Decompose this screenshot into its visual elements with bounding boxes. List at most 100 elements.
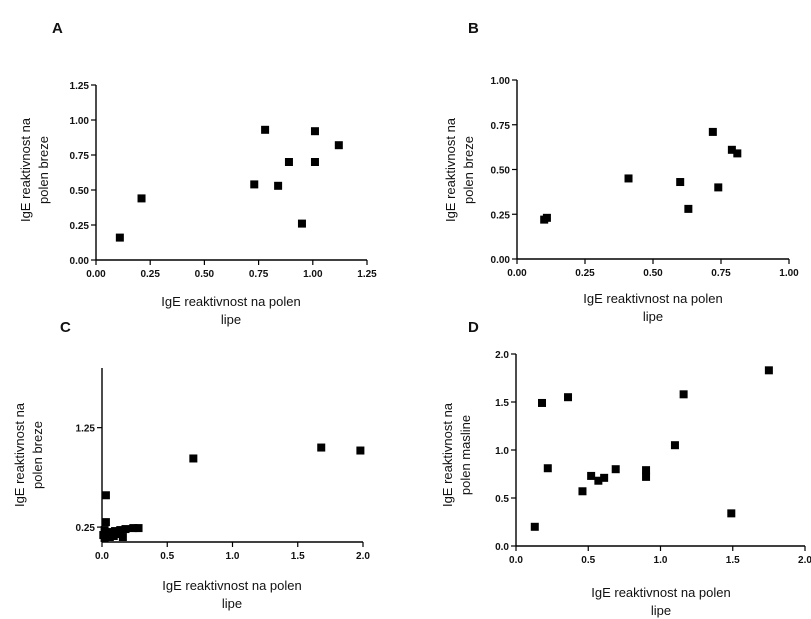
panel-d-letter: D <box>468 319 479 336</box>
panel-b-data-point <box>714 183 723 192</box>
panel-a-x-axis-label-line-2: lipe <box>221 312 241 327</box>
panel-b-y-tick-label: 0.00 <box>491 255 511 266</box>
panel-b-letter: B <box>468 20 479 37</box>
panel-d-data-point <box>594 476 603 485</box>
panel-b: B 0.00 0.25 0.50 0.75 1.00 0.00 0.25 0.50 0.75 1.… <box>443 20 799 324</box>
panel-d-y-axis-label-line-2: polen masline <box>458 415 473 495</box>
panel-d-x-axis-label-line-2: lipe <box>651 603 671 618</box>
panel-d-data-point <box>727 509 736 518</box>
panel-a-x-axis-label-line-1: IgE reaktivnost na polen <box>161 294 300 309</box>
panel-d-data-point <box>764 366 773 375</box>
panel-a-x-tick-label: 1.25 <box>357 269 377 280</box>
panel-c-x-tick-label: 1.0 <box>226 551 240 562</box>
panel-b-x-tick-label: 0.75 <box>711 268 731 279</box>
panel-d-y-tick-label: 1.0 <box>495 446 509 457</box>
panel-a-y-axis-label-line-2: polen breze <box>36 136 51 204</box>
panel-c: C 0.0 0.5 1.0 1.5 2.0 0.25 1.25 IgE reaktivnos… <box>12 319 370 611</box>
panel-b-x-axis-label-line-2: lipe <box>643 309 663 324</box>
panel-d-data-point <box>530 522 539 531</box>
panel-d-x-tick-label: 0.0 <box>509 555 523 566</box>
panel-b-y-tick-label: 0.25 <box>491 210 511 221</box>
panel-c-data-point <box>356 446 365 455</box>
panel-d-data-point <box>600 473 609 482</box>
panel-d-x-tick-label: 0.5 <box>581 555 595 566</box>
panel-d-y-axis-label-line-1: IgE reaktivnost na <box>440 402 455 507</box>
panel-c-y-tick-label: 0.25 <box>76 523 96 534</box>
panel-c-data-point <box>101 518 110 527</box>
panel-c-x-tick-label: 0.0 <box>95 551 109 562</box>
panel-b-x-tick-label: 0.00 <box>507 268 527 279</box>
panel-a-y-tick-label: 0.75 <box>70 151 90 162</box>
panel-b-x-axis-label-line-1: IgE reaktivnost na polen <box>583 291 722 306</box>
panel-a: A 0.00 0.25 0.50 0.75 1.00 1.250.000.250.500.… <box>18 20 377 327</box>
panel-a-data-point <box>334 141 343 150</box>
panel-d-data-point <box>587 471 596 480</box>
panel-a-y-tick-label: 1.00 <box>70 116 90 127</box>
panel-b-y-axis-label-line-2: polen breze <box>461 136 476 204</box>
panel-b-data-point <box>542 213 551 222</box>
panel-c-data-point <box>101 491 110 500</box>
panel-c-letter: C <box>60 319 71 336</box>
panel-a-y-tick-label: 0.50 <box>70 186 90 197</box>
panel-a-data-point <box>284 158 293 166</box>
panel-a-y-axis-label-line-1: IgE reaktivnost na <box>18 117 33 222</box>
panel-d: D 0.0 0.5 1.0 1.5 2.0 0.0 0.5 1.0 1.5 2.0 IgE rea… <box>440 319 811 618</box>
panel-a-y-tick-label: 1.25 <box>70 81 90 92</box>
panel-a-data-point <box>310 127 319 136</box>
panel-b-y-tick-label: 0.50 <box>491 166 511 177</box>
panel-a-data-point <box>310 158 319 166</box>
panel-c-data-point <box>317 443 326 452</box>
panel-d-x-tick-label: 1.0 <box>654 555 668 566</box>
panel-a-x-tick-label: 0.00 <box>86 269 106 280</box>
panel-d-data-point <box>642 466 651 475</box>
panel-c-data-point <box>116 526 125 535</box>
panel-a-data-point <box>115 233 124 242</box>
panel-a-y-tick-label: 0.25 <box>70 221 90 232</box>
panel-b-data-point <box>676 178 685 187</box>
panel-c-x-tick-label: 0.5 <box>160 551 174 562</box>
panel-b-x-tick-label: 0.50 <box>643 268 663 279</box>
panel-c-data-point <box>129 524 138 533</box>
panel-c-y-tick-label: 1.25 <box>76 424 96 435</box>
panel-a-data-point <box>137 194 146 203</box>
panel-a-data-point <box>297 219 306 228</box>
panel-b-x-tick-label: 0.25 <box>575 268 595 279</box>
panel-a-x-tick-label: 0.75 <box>249 269 269 280</box>
panel-b-y-axis-label-line-1: IgE reaktivnost na <box>443 117 458 222</box>
panel-b-data-point <box>684 204 693 213</box>
panel-b-data-point <box>708 127 717 136</box>
panel-d-y-tick-label: 2.0 <box>495 350 509 361</box>
panel-d-data-point <box>679 390 688 399</box>
panel-a-x-tick-label: 1.00 <box>303 269 323 280</box>
panel-b-data-point <box>733 149 742 158</box>
panel-c-x-axis-label-line-2: lipe <box>222 596 242 611</box>
panel-a-x-tick-label: 0.50 <box>195 269 215 280</box>
panel-d-x-axis-label-line-1: IgE reaktivnost na polen <box>591 585 730 600</box>
panel-d-data-point <box>538 398 547 407</box>
panel-d-y-tick-label: 0.5 <box>495 494 509 505</box>
panel-d-data-point <box>564 393 573 402</box>
panel-d-data-point <box>543 464 552 473</box>
panel-b-y-tick-label: 0.75 <box>491 121 511 132</box>
panel-d-data-point <box>611 465 620 474</box>
panel-a-y-tick-label: 0.00 <box>70 256 90 267</box>
panel-c-data-point <box>118 533 127 542</box>
panel-d-data-point <box>642 472 651 481</box>
panel-d-plot: 0.0 0.5 1.0 1.5 2.0 0.0 0.5 1.0 1.5 2.0 <box>495 350 811 566</box>
panel-c-x-axis-label-line-1: IgE reaktivnost na polen <box>162 578 301 593</box>
panel-c-y-axis-label-line-2: polen breze <box>30 421 45 489</box>
panel-a-data-point <box>274 181 283 190</box>
panel-c-y-axis-label-line-1: IgE reaktivnost na <box>12 402 27 507</box>
panel-c-data-point <box>121 525 130 534</box>
panel-d-x-tick-label: 1.5 <box>726 555 740 566</box>
panel-b-y-tick-label: 1.00 <box>491 76 511 87</box>
panel-a-data-point <box>261 125 270 134</box>
panel-d-y-tick-label: 1.5 <box>495 398 509 409</box>
panel-a-x-tick-label: 0.25 <box>140 269 160 280</box>
panel-b-plot: 0.00 0.25 0.50 0.75 1.00 0.00 0.25 0.50 0.75 1.00 <box>491 76 800 279</box>
panel-d-data-point <box>578 487 587 496</box>
panel-b-x-tick-label: 1.00 <box>779 268 799 279</box>
panel-a-data-point <box>250 180 259 189</box>
panel-c-data-point <box>189 454 198 463</box>
